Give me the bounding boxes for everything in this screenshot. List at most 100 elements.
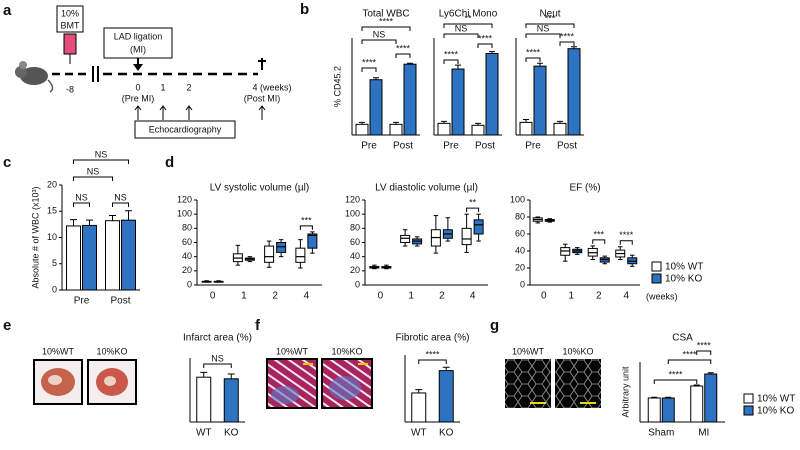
bar bbox=[437, 122, 451, 136]
bar bbox=[647, 397, 661, 423]
bar bbox=[121, 219, 136, 291]
significance-label: **** bbox=[619, 230, 634, 240]
significance-bracket bbox=[361, 39, 397, 44]
x-tick-label: Post bbox=[475, 141, 495, 152]
y-tick-label: 120 bbox=[177, 194, 192, 204]
timeline-diagram: 10% BMT -8 LAD ligation (MI) 0 1 2 4 (we… bbox=[15, 5, 292, 139]
significance-bracket bbox=[418, 359, 447, 364]
significance-bracket bbox=[73, 202, 90, 207]
bar bbox=[223, 378, 239, 423]
x-tick-label: WT bbox=[411, 428, 427, 439]
error-bar bbox=[571, 46, 577, 49]
x-tick-label: KO bbox=[439, 428, 454, 439]
y-tick-label: 10 bbox=[47, 232, 57, 242]
significance-label: NS bbox=[95, 149, 108, 159]
time-label: 4 (weeks) bbox=[252, 82, 291, 92]
y-tick-label: 20 bbox=[350, 265, 360, 275]
significance-bracket bbox=[443, 33, 479, 38]
image-label: 10%KO bbox=[96, 346, 127, 356]
y-tick-label: 80 bbox=[515, 211, 525, 221]
y-tick-label: 0 bbox=[187, 279, 192, 289]
box bbox=[400, 234, 411, 244]
significance-label: *** bbox=[301, 215, 312, 225]
y-tick-label: 40 bbox=[182, 251, 192, 261]
x-tick-label: Post bbox=[110, 296, 130, 307]
time-note: (Pre MI) bbox=[122, 93, 155, 103]
significance-label: **** bbox=[526, 47, 541, 57]
error-bar bbox=[125, 210, 132, 221]
bar bbox=[403, 63, 417, 136]
time-label: 2 bbox=[186, 82, 191, 92]
significance-bracket bbox=[525, 57, 541, 62]
significance-bracket bbox=[73, 176, 113, 181]
bar bbox=[704, 373, 718, 423]
x-tick-label: 0 bbox=[541, 291, 547, 302]
error-bar bbox=[86, 219, 93, 226]
x-tick-label: 2 bbox=[596, 291, 602, 302]
y-tick-label: 80 bbox=[350, 223, 360, 233]
bmt-label: BMT bbox=[61, 20, 81, 30]
y-tick-label: 100 bbox=[345, 209, 360, 219]
image-label: 10%KO bbox=[331, 346, 362, 356]
error-bar bbox=[393, 121, 399, 125]
chart-title: Total WBC bbox=[362, 9, 409, 20]
y-tick-label: 0 bbox=[52, 284, 57, 294]
box bbox=[264, 245, 275, 263]
x-tick-label: Sham bbox=[648, 428, 674, 439]
error-bar bbox=[373, 77, 379, 80]
bar bbox=[519, 121, 533, 136]
bar bbox=[82, 224, 97, 291]
bmt-label: 10% bbox=[61, 8, 79, 18]
histology-image bbox=[266, 358, 373, 409]
panel-letter: f bbox=[255, 317, 261, 334]
significance-bracket bbox=[653, 379, 698, 384]
panel-letter: a bbox=[3, 2, 12, 19]
box bbox=[461, 227, 472, 246]
x-tick-label: 0 bbox=[210, 291, 216, 302]
significance-label: **** bbox=[444, 49, 459, 59]
error-bar bbox=[557, 120, 563, 124]
box bbox=[276, 242, 287, 253]
bar bbox=[567, 48, 581, 136]
y-tick-label: 20 bbox=[515, 262, 525, 272]
significance-bracket bbox=[443, 23, 493, 28]
significance-label: NS bbox=[211, 353, 224, 363]
y-tick-label: 60 bbox=[350, 237, 360, 247]
x-tick-label: 2 bbox=[272, 291, 278, 302]
x-tick-label: Pre bbox=[361, 141, 377, 152]
x-tick-label: WT bbox=[196, 428, 212, 439]
box bbox=[295, 247, 306, 263]
significance-bracket bbox=[203, 363, 232, 368]
error-bar bbox=[523, 118, 529, 123]
time-label: 1 bbox=[160, 82, 165, 92]
bar bbox=[661, 397, 675, 423]
chart-title: CSA bbox=[672, 333, 693, 344]
significance-bracket bbox=[443, 59, 459, 64]
y-tick-label: 5 bbox=[52, 258, 57, 268]
chart-title: Ly6Chi Mono bbox=[439, 9, 498, 20]
bar bbox=[533, 65, 547, 136]
y-tick-label: 40 bbox=[515, 245, 525, 255]
y-tick-label: 0 bbox=[355, 279, 360, 289]
chart-title: EF (%) bbox=[569, 183, 600, 194]
significance-label: **** bbox=[478, 33, 493, 43]
bmt-box bbox=[56, 5, 84, 33]
error-bar bbox=[693, 384, 700, 386]
chart-title: LV systolic volume (µl) bbox=[210, 183, 310, 194]
error-bar bbox=[537, 62, 543, 67]
significance-bracket bbox=[559, 41, 575, 46]
significance-bracket bbox=[361, 26, 411, 31]
bar bbox=[471, 124, 485, 136]
significance-label: ** bbox=[464, 13, 472, 23]
x-tick-label: Post bbox=[557, 141, 577, 152]
significance-label: **** bbox=[362, 57, 377, 67]
significance-label: **** bbox=[379, 16, 394, 26]
significance-label: *** bbox=[545, 13, 556, 23]
x-tick-label: Pre bbox=[443, 141, 459, 152]
chart-title: LV diastolic volume (µl) bbox=[375, 183, 478, 194]
error-bar bbox=[651, 396, 658, 398]
error-bar bbox=[70, 219, 77, 226]
error-bar bbox=[441, 120, 447, 124]
bar bbox=[553, 122, 567, 136]
